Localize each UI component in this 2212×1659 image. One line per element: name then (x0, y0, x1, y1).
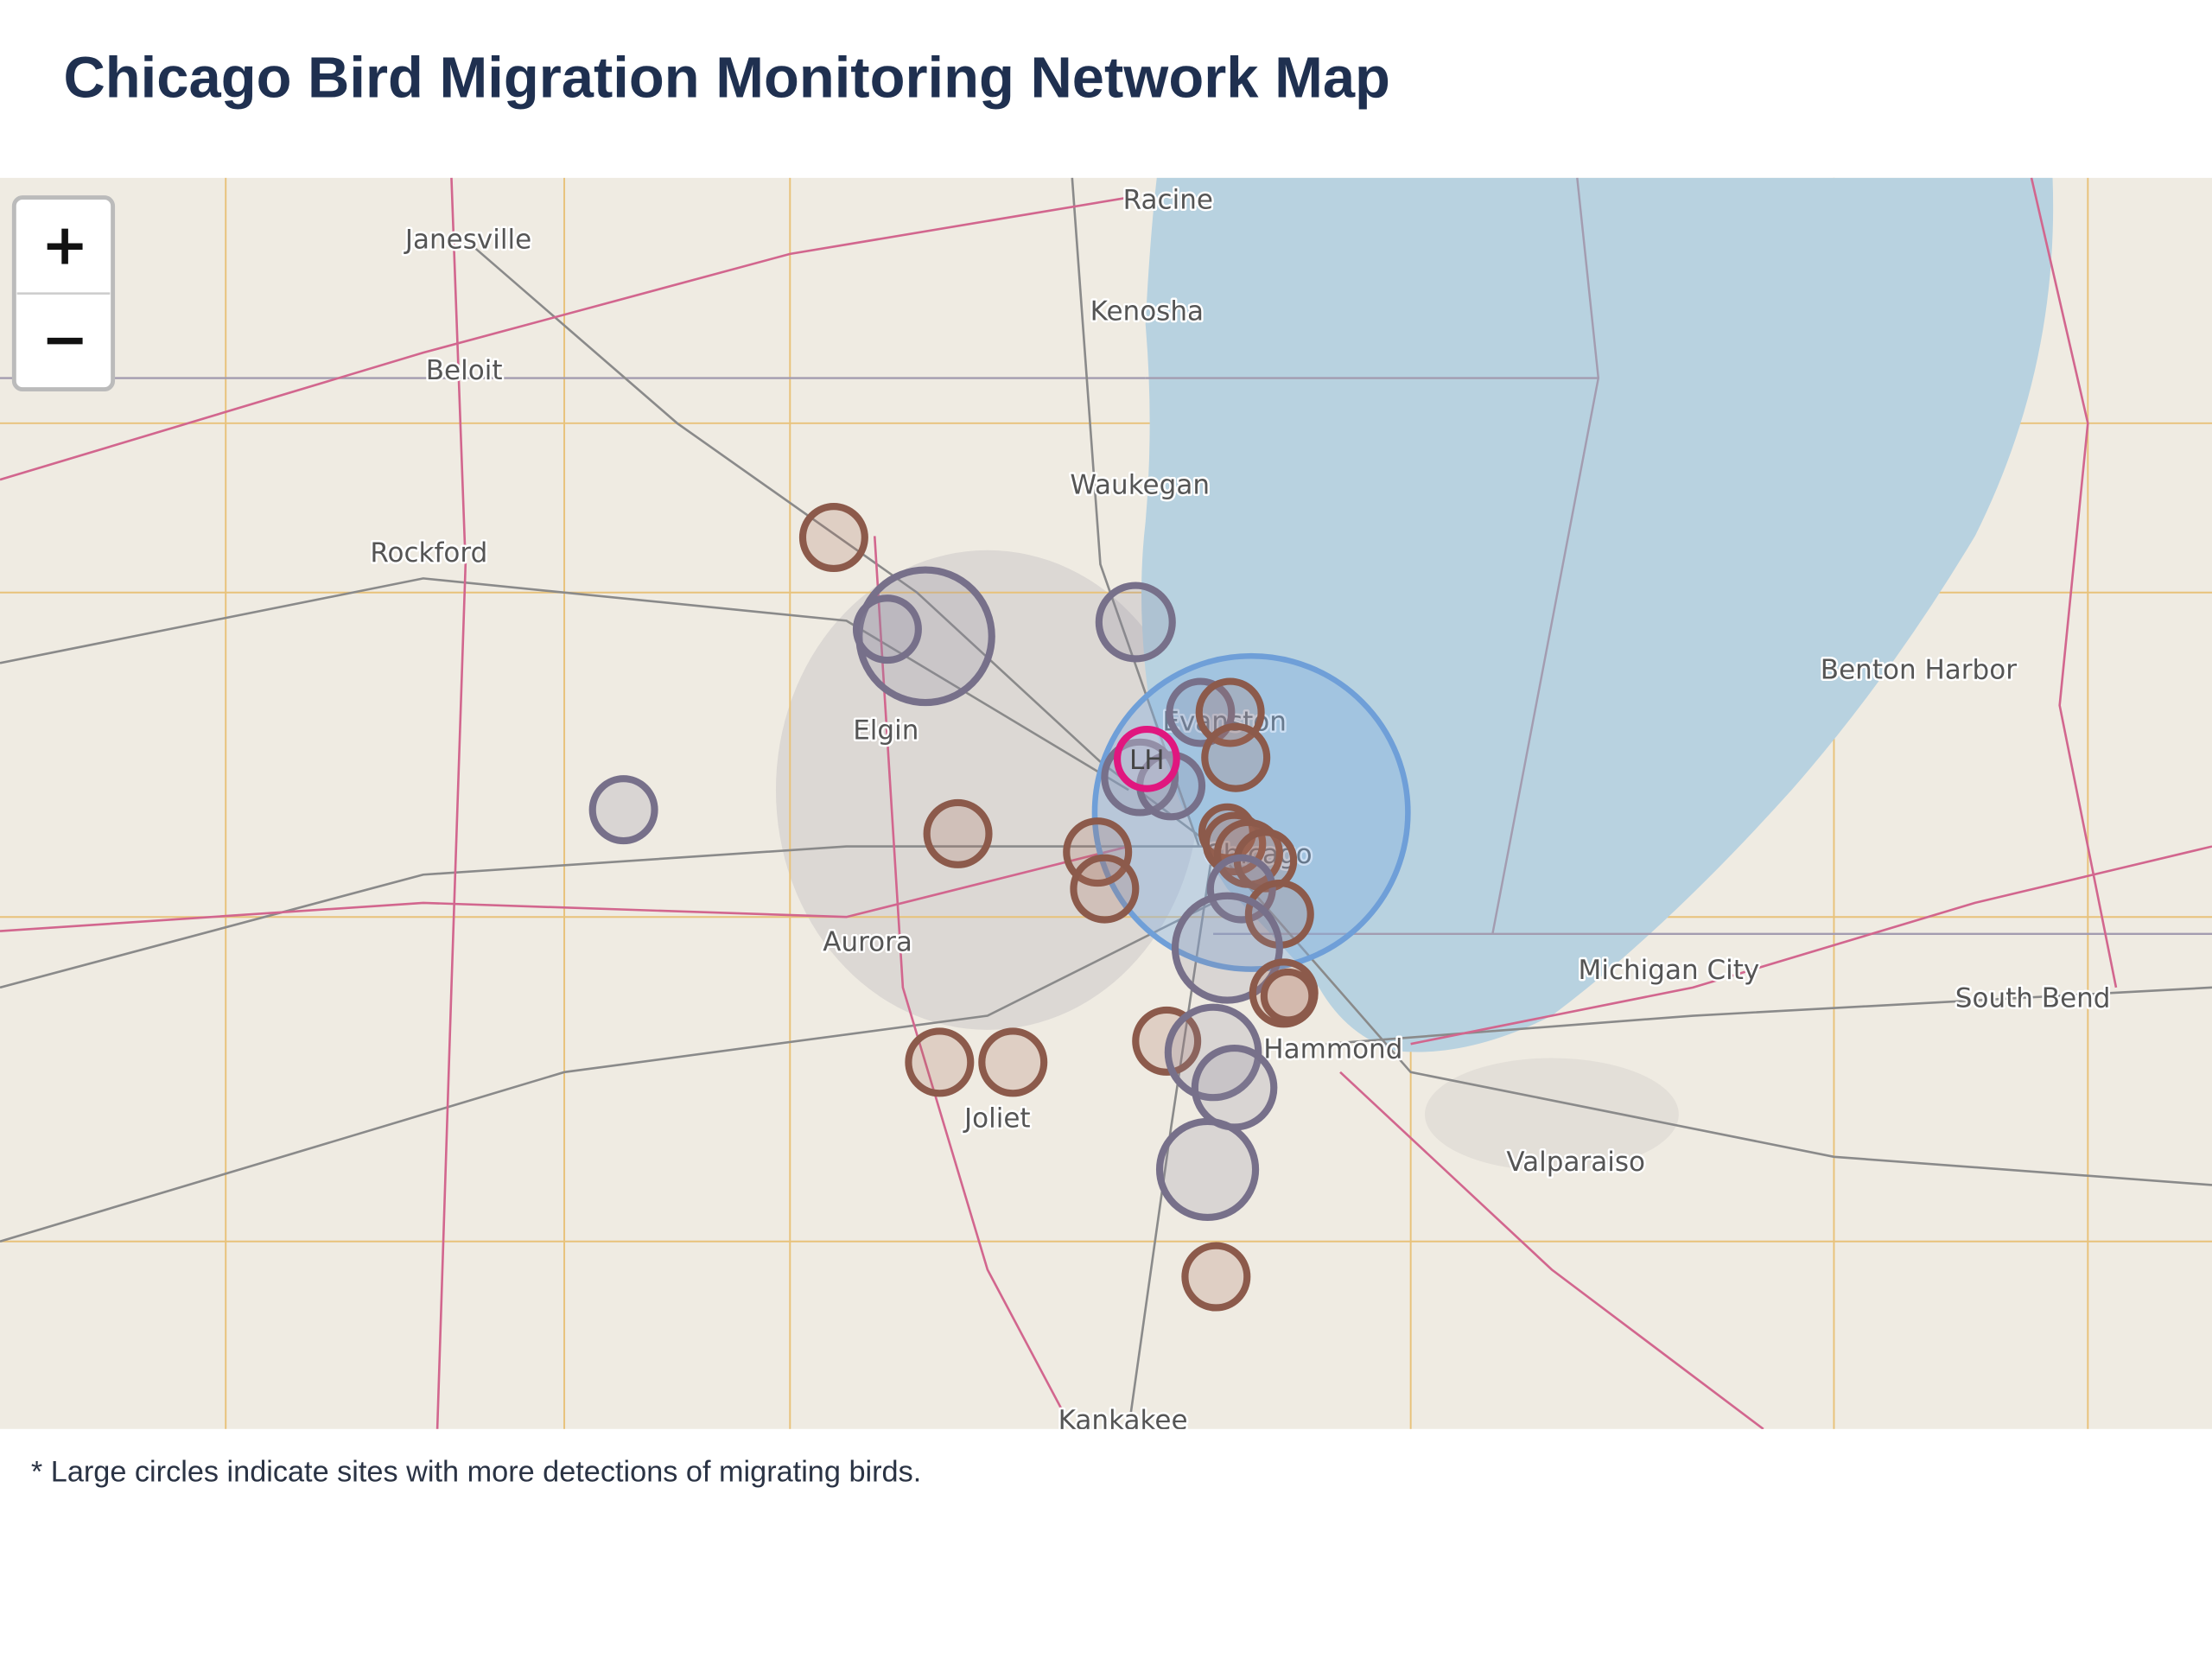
city-label: Kankakee (1058, 1405, 1188, 1436)
highways (0, 177, 2212, 1429)
zoom-control: + − (11, 195, 116, 392)
city-label: Rockford (370, 537, 487, 569)
city-label: Joliet (963, 1103, 1031, 1134)
city-label: Racine (1123, 185, 1213, 216)
city-labels: Racine Janesville Kenosha Beloit Waukega… (368, 182, 2113, 1436)
site-circle[interactable] (923, 798, 993, 868)
site-circle[interactable] (588, 775, 658, 845)
city-label: Janesville (404, 224, 531, 255)
city-label: Beloit (426, 355, 503, 386)
city-label: Elgin (853, 715, 918, 747)
city-label: Michigan City (1579, 955, 1760, 986)
lake-michigan (1141, 177, 2054, 1052)
site-circle[interactable] (1260, 968, 1316, 1024)
zoom-in-button[interactable]: + (41, 212, 89, 277)
zoom-out-button[interactable]: − (41, 307, 89, 372)
page-title: Chicago Bird Migration Monitoring Networ… (63, 46, 1389, 111)
site-circle[interactable] (1201, 722, 1271, 792)
site-circle[interactable] (1191, 1044, 1278, 1131)
site-circle[interactable] (1155, 1117, 1260, 1222)
urban-area (1424, 1058, 1679, 1172)
site-circle[interactable] (905, 1027, 975, 1097)
site-circle[interactable] (978, 1027, 1048, 1097)
site-circle[interactable] (1181, 1242, 1251, 1312)
highlight-site[interactable] (1113, 726, 1180, 792)
site-circle[interactable] (1070, 854, 1140, 924)
site-circle[interactable] (1095, 582, 1176, 663)
city-label: Benton Harbor (1821, 654, 2017, 685)
city-label: Hammond (1263, 1033, 1402, 1065)
city-label: Valparaiso (1506, 1147, 1645, 1178)
city-label: South Bend (1955, 983, 2111, 1014)
site-circle[interactable] (798, 503, 868, 573)
city-label: Waukegan (1070, 469, 1210, 500)
site-label: LH (1129, 745, 1165, 776)
site-circle[interactable] (1171, 892, 1283, 1004)
map: Racine Janesville Kenosha Beloit Waukega… (0, 177, 2212, 1436)
site-circle[interactable] (852, 594, 922, 664)
city-label: Kenosha (1090, 296, 1204, 327)
urban-area (775, 550, 1199, 1030)
site-circles (588, 503, 1319, 1312)
city-label: Aurora (823, 926, 912, 957)
state-borders (1145, 177, 2212, 936)
site-circle[interactable] (1091, 652, 1411, 972)
footnote: * Large circles indicate sites with more… (31, 1455, 921, 1488)
